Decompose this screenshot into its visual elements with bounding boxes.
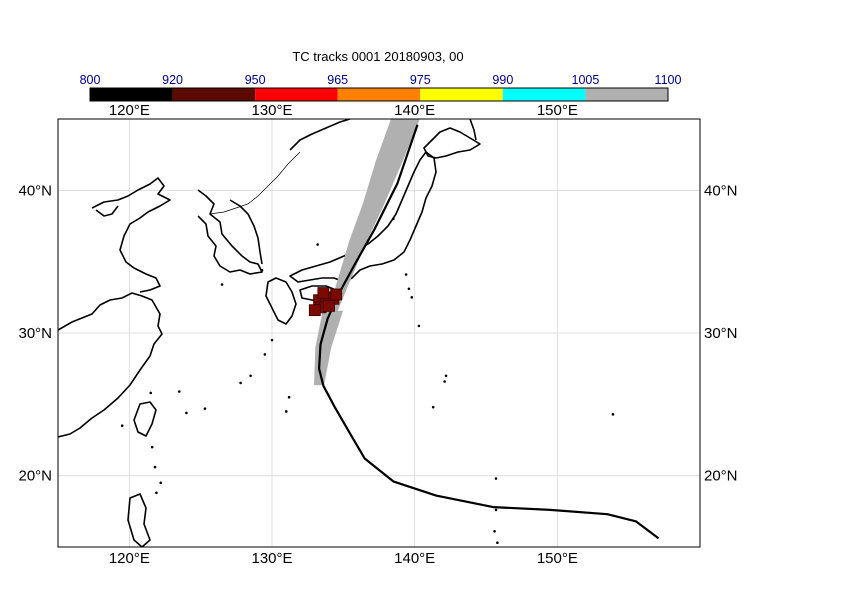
coastlines — [58, 119, 481, 547]
island-dot — [284, 410, 288, 413]
axis-tick-label: 130°E — [251, 102, 292, 119]
colorbar-label: 1005 — [572, 73, 600, 87]
island-dot — [287, 395, 291, 399]
axis-tick-label: 120°E — [109, 550, 150, 567]
axis-tick-label: 140°E — [394, 102, 435, 119]
landfall-marker — [317, 287, 330, 299]
colorbar-segment — [337, 88, 421, 101]
axis-tick-label: 30°N — [704, 325, 738, 342]
island-dot — [443, 380, 446, 383]
island-dot — [496, 541, 499, 545]
island-dot — [120, 424, 124, 428]
island-dot — [407, 287, 411, 291]
axis-tick-label: 120°E — [109, 102, 150, 119]
axis-tick-label: 40°N — [704, 182, 738, 199]
island-dot — [203, 407, 207, 410]
borders — [209, 151, 301, 215]
colorbar-labels: 800 920 950 965 975 990 1005 1100 — [80, 73, 682, 87]
island-dot — [149, 391, 153, 395]
island-dot — [494, 508, 498, 512]
colorbar-label: 1100 — [655, 73, 682, 87]
colorbar-segment — [172, 88, 256, 101]
korea-east-coast — [229, 199, 263, 265]
colorbar-label: 990 — [492, 73, 513, 87]
island-dot — [431, 405, 435, 409]
island-dot — [260, 268, 264, 272]
colorbar-segment — [502, 88, 586, 101]
island-dot — [239, 381, 242, 385]
korean-peninsula-coast — [197, 189, 263, 275]
border-line — [209, 151, 301, 215]
island-dot — [404, 273, 408, 276]
island-dot — [220, 283, 224, 286]
island-dot — [263, 353, 267, 356]
axis-tick-label: 40°N — [18, 182, 52, 199]
landfall-marker — [323, 299, 335, 312]
axis-tick-label: 30°N — [18, 325, 52, 342]
pressure-colorbar — [89, 87, 669, 102]
longitude-labels-bottom: 120°E 130°E 140°E 150°E — [109, 550, 578, 567]
axis-tick-label: 140°E — [394, 550, 435, 567]
landfall-marker — [330, 288, 343, 301]
best-track-line — [318, 124, 660, 540]
island-dot — [391, 217, 395, 221]
luzon-coast — [127, 493, 151, 547]
sakhalin-coast — [469, 119, 477, 141]
island-dot — [249, 374, 252, 378]
colorbar-segment — [420, 88, 503, 101]
map-frame — [57, 118, 701, 548]
colorbar-outline — [89, 87, 669, 102]
longitude-labels-top: 120°E 130°E 140°E 150°E — [109, 102, 578, 119]
island-dot — [494, 477, 498, 480]
colorbar-segment — [90, 88, 173, 101]
axis-tick-label: 130°E — [251, 550, 292, 567]
kyushu-coast — [265, 277, 297, 325]
small-islands — [120, 217, 615, 572]
colorbar-segment — [255, 88, 338, 101]
colorbar-segment — [585, 88, 668, 101]
island-dot — [270, 338, 274, 342]
bohai-coast — [95, 205, 119, 217]
island-dot — [150, 445, 154, 449]
map-title: TC tracks 0001 20180903, 00 — [292, 49, 463, 64]
yellow-sea-coast — [91, 177, 171, 293]
far-east-coast — [289, 119, 351, 151]
island-dot — [417, 324, 421, 328]
colorbar-label: 920 — [162, 73, 183, 87]
island-dot — [155, 491, 158, 495]
island-dot — [611, 413, 615, 416]
hokkaido-coast — [423, 127, 481, 159]
island-dot — [153, 465, 157, 469]
latitude-labels-left: 40°N 30°N 20°N — [18, 182, 52, 484]
axis-tick-label: 20°N — [704, 468, 738, 485]
island-dot — [159, 481, 163, 485]
island-dot — [177, 390, 181, 393]
axis-tick-label: 150°E — [537, 550, 578, 567]
landfall-markers — [308, 287, 343, 317]
latitude-labels-right: 40°N 30°N 20°N — [704, 182, 738, 484]
island-dot — [185, 411, 188, 415]
mainland-coastline — [58, 292, 163, 438]
taiwan-coast — [133, 401, 157, 437]
island-dot — [316, 243, 319, 246]
island-dot — [482, 569, 485, 572]
colorbar-label: 800 — [80, 73, 101, 87]
landfall-marker — [308, 304, 321, 317]
axis-tick-label: 150°E — [537, 102, 578, 119]
island-dot — [493, 530, 496, 533]
island-dot — [444, 374, 448, 378]
colorbar-label: 965 — [327, 73, 348, 87]
island-dot — [410, 296, 414, 299]
colorbar-label: 950 — [245, 73, 266, 87]
colorbar-label: 975 — [410, 73, 431, 87]
axis-tick-label: 20°N — [18, 468, 52, 485]
